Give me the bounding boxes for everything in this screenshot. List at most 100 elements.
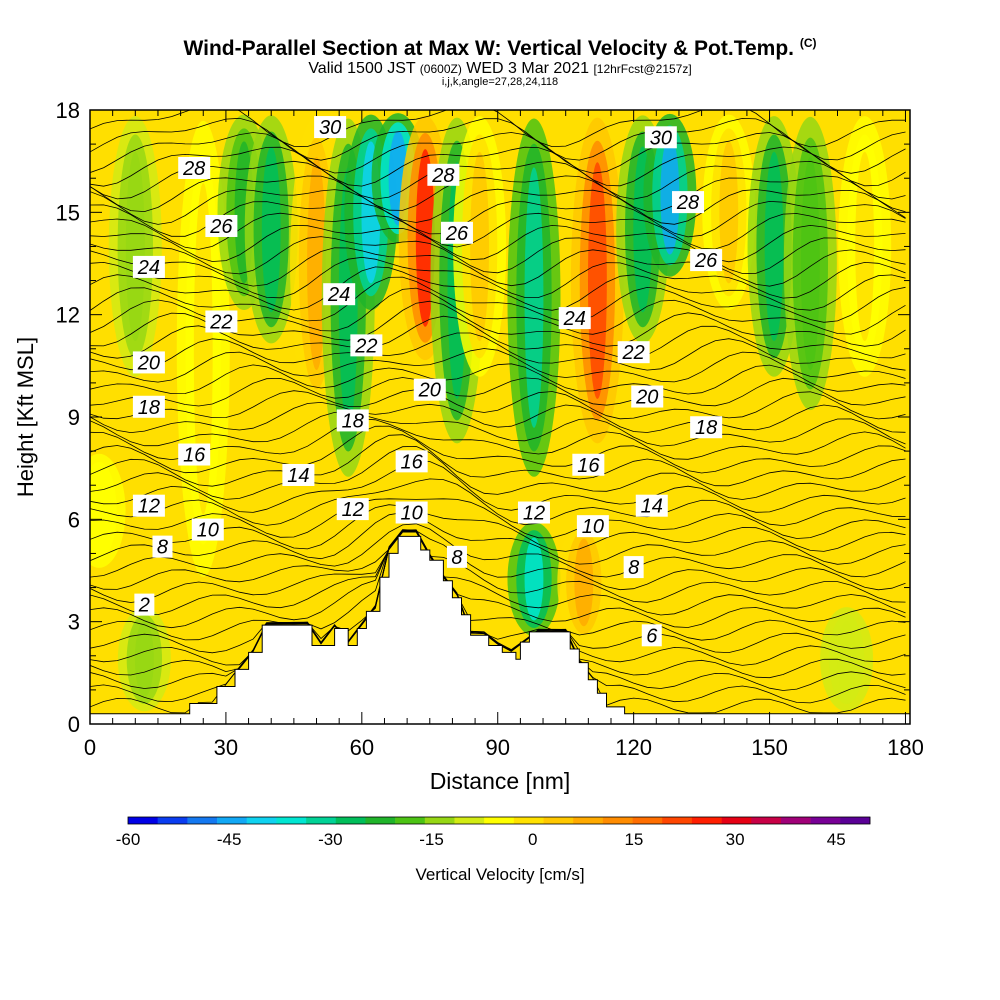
theta-contour-line [90,188,906,225]
contour-label-box [132,494,165,517]
contour-label: 18 [342,410,364,432]
theta-contour-line [90,160,906,200]
contour-label: 16 [577,455,600,477]
contour-label-box [446,545,467,568]
contour-label: 18 [138,397,160,419]
theta-contour-line [90,531,906,603]
theta-contour-line [90,236,906,275]
colorbar-swatch [217,817,248,824]
title-tag: (C) [799,36,817,50]
theta-contour-line [90,146,906,187]
contour-label: 12 [523,503,545,525]
colorbar-swatch [662,817,693,824]
x-tick-label: 30 [214,735,238,760]
colorbar-swatch [454,817,485,824]
colorbar-tick-label: 45 [827,830,846,849]
colorbar-swatch [276,817,307,824]
theta-contour-line [90,200,906,238]
theta-contour-line [90,348,906,383]
contour-label-box [558,307,591,330]
contour-label-box [572,453,605,476]
contour-label-box [336,409,369,432]
contour-label-box [644,126,677,149]
contour-label-box [641,624,662,647]
velocity-cell [193,183,213,515]
contour-label: 8 [628,557,639,579]
theta-contour-line [90,523,906,578]
theta-contour-line [90,530,906,704]
contour-label-box [427,163,460,186]
contour-label-box [134,593,155,616]
theta-contour-line [90,377,906,407]
contour-label: 18 [695,417,717,439]
colorbar-swatch [157,817,188,824]
theta-contour-line [90,401,906,434]
theta-contour-line [90,445,906,500]
theta-contour-line [90,478,906,527]
contour-label: 16 [183,445,206,467]
colorbar-swatch [246,817,277,824]
velocity-cell [587,162,607,399]
theta-contours [90,110,906,714]
theta-contour-line [90,256,906,299]
contour-label-box [635,494,668,517]
colorbar-swatch [335,817,366,824]
theta-contour-line [90,530,906,691]
terrain [90,535,910,724]
colorbar-tick-label: -30 [318,830,343,849]
y-axis-label: Height [Kft MSL] [13,337,38,497]
contour-label-box [440,221,473,244]
contour-label-box [617,341,650,364]
theta-contour-line [90,512,906,565]
theta-contour-line [90,531,906,616]
contour-label-box [336,498,369,521]
y-tick-label: 3 [68,610,80,635]
theta-contour-line [90,132,906,174]
colorbar-label: Vertical Velocity [cm/s] [415,865,584,884]
contour-label-box [282,463,315,486]
velocity-cell [855,151,875,342]
theta-contour-line [90,276,906,323]
velocity-cell [837,621,856,698]
contour-label: 24 [137,257,160,279]
velocity-cell [134,621,154,698]
velocity-cell [719,141,739,284]
theta-contour-line [90,434,906,487]
theta-contour-line [90,460,906,513]
theta-contour-line [90,224,906,263]
y-tick-label: 12 [56,303,80,328]
colorbar-tick-label: 0 [528,830,537,849]
theta-contour-line [90,332,906,371]
contour-label-box [132,351,165,374]
terrain-profile [90,535,910,724]
chart-title: Wind-Parallel Section at Max W: Vertical… [183,36,817,60]
y-tick-label: 6 [68,507,80,532]
contour-label: 2 [138,595,150,617]
contour-label: 14 [641,496,663,518]
y-tick-label: 0 [68,712,80,737]
contour-label: 28 [431,165,454,187]
colorbar-swatch [780,817,811,824]
contour-label: 12 [138,496,160,518]
velocity-cell [764,151,784,342]
theta-contour-line [90,504,906,552]
theta-contour-line [90,212,906,250]
contour-label-box [631,385,664,408]
colorbar-swatch [632,817,663,824]
theta-contour-line [90,498,906,539]
contour-label-box [178,156,211,179]
colorbar-swatch [751,817,782,824]
contour-label-box [576,515,609,538]
contour-label: 14 [287,465,309,487]
colorbar-swatch [513,817,544,824]
y-tick-label: 15 [56,200,80,225]
contour-label: 24 [327,284,350,306]
velocity-cell [125,151,145,342]
contour-label-box [395,501,428,524]
contour-label: 20 [137,352,160,374]
contour-label: 8 [451,547,462,569]
colorbar-swatch [306,817,337,824]
contour-label-box [191,518,224,541]
